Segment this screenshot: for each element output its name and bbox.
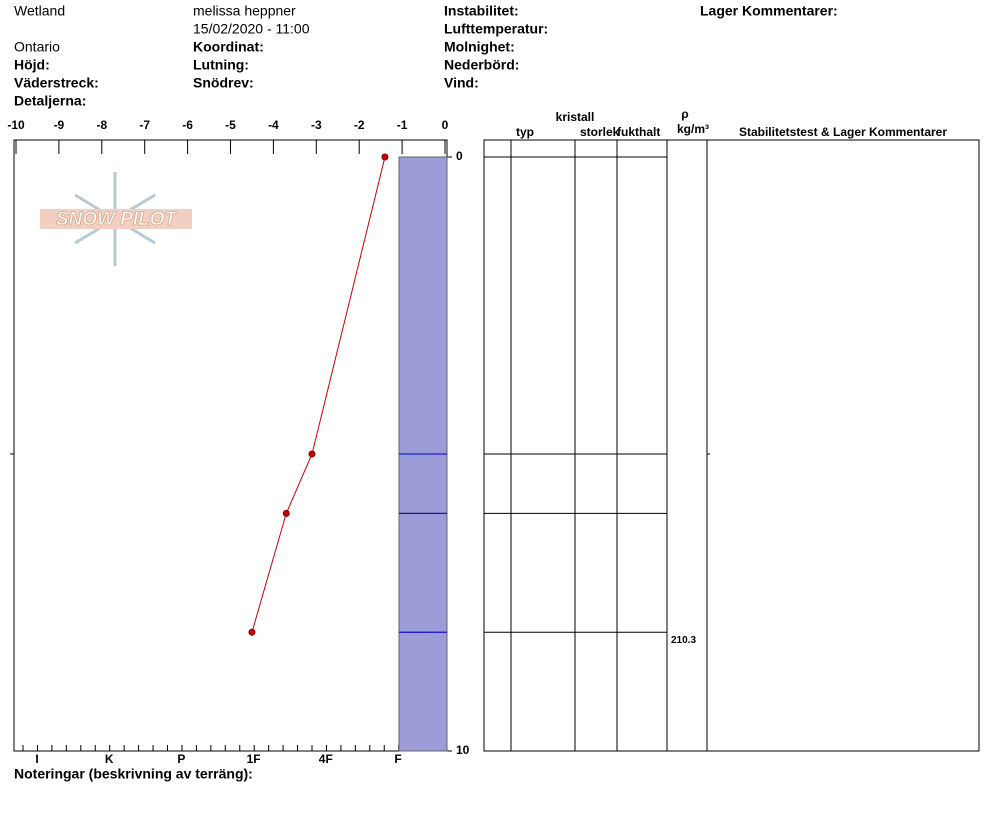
logo-text: SNOW PILOT xyxy=(56,209,178,230)
location: Wetland xyxy=(14,3,65,19)
field-label: Nederbörd: xyxy=(444,57,519,73)
x-tick-label: -7 xyxy=(139,118,150,132)
hardness-label: 1F xyxy=(247,752,261,766)
x-tick-label: -4 xyxy=(268,118,279,132)
x-tick-label: -5 xyxy=(225,118,236,132)
hardness-bar xyxy=(398,156,448,455)
field-label: Lager Kommentarer: xyxy=(700,3,838,19)
hardness-label: K xyxy=(105,752,114,766)
hardness-label: F xyxy=(394,752,401,766)
field-label: Väderstreck: xyxy=(14,75,99,91)
field-label: Lutning: xyxy=(193,57,249,73)
x-tick-label: -8 xyxy=(96,118,107,132)
y-tick-label: 0 xyxy=(456,149,463,163)
x-tick-label: -9 xyxy=(54,118,65,132)
table-header: storlek xyxy=(580,125,620,139)
y-tick-label: 10 xyxy=(456,743,470,757)
x-tick-label: -1 xyxy=(397,118,408,132)
field-label: Molnighet: xyxy=(444,39,515,55)
datetime: 15/02/2020 - 11:00 xyxy=(193,21,310,37)
table-header: kristall xyxy=(556,110,595,124)
logo xyxy=(40,172,192,266)
temperature-point xyxy=(248,628,256,636)
field-label: Lufttemperatur: xyxy=(444,21,548,37)
temperature-line xyxy=(251,156,386,633)
field-label: Vind: xyxy=(444,75,479,91)
table-header: typ xyxy=(516,125,534,139)
hardness-bar xyxy=(398,453,448,514)
table-header: ρ xyxy=(681,107,688,121)
density-value: 210.3 xyxy=(671,635,696,646)
field-label: Instabilitet: xyxy=(444,3,519,19)
temperature-point xyxy=(308,450,316,458)
hardness-bar xyxy=(398,512,448,633)
hardness-bar xyxy=(398,631,448,752)
field-label: Koordinat: xyxy=(193,39,264,55)
temperature-point xyxy=(282,509,290,517)
field-label: Detaljerna: xyxy=(14,93,86,109)
x-tick-label: -10 xyxy=(7,118,25,132)
notes-label: Noteringar (beskrivning av terräng): xyxy=(14,766,253,782)
plot-frame xyxy=(13,139,448,752)
hardness-label: P xyxy=(177,752,185,766)
x-tick-label: 0 xyxy=(442,118,449,132)
temperature-point xyxy=(381,153,389,161)
table-header: kg/m³ xyxy=(677,122,709,136)
region: Ontario xyxy=(14,39,60,55)
table-header: Stabilitetstest & Lager Kommentarer xyxy=(739,125,947,139)
x-tick-label: -2 xyxy=(354,118,365,132)
hardness-label: 4F xyxy=(319,752,333,766)
table-frame xyxy=(483,139,980,752)
observer: melissa heppner xyxy=(193,3,296,19)
x-tick-label: -3 xyxy=(311,118,322,132)
hardness-label: I xyxy=(35,752,38,766)
field-label: Höjd: xyxy=(14,57,50,73)
x-tick-label: -6 xyxy=(182,118,193,132)
table-header: fukthalt xyxy=(617,125,660,139)
field-label: Snödrev: xyxy=(193,75,254,91)
